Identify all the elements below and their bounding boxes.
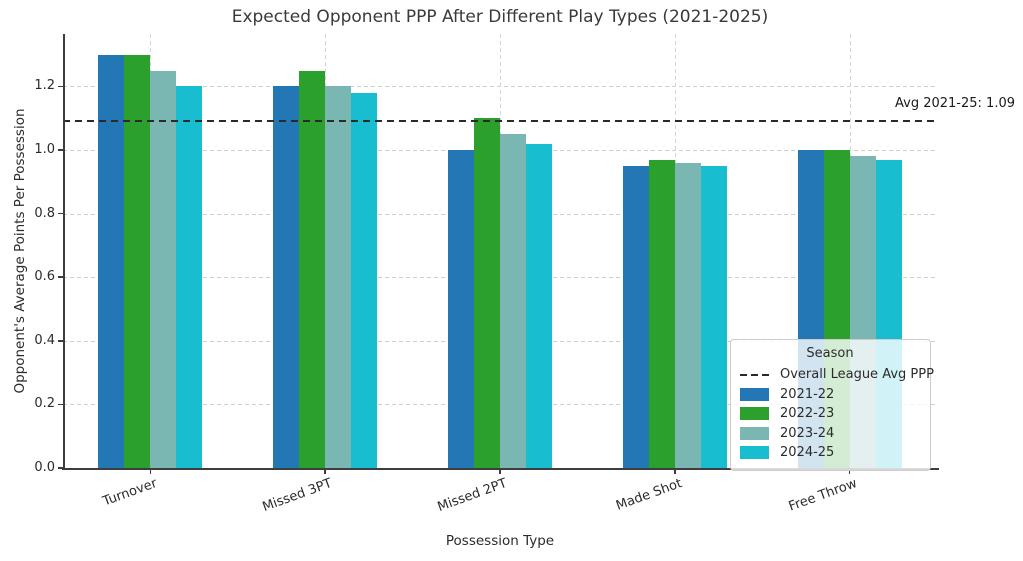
legend-color-swatch (740, 446, 769, 460)
legend-color-swatch (740, 387, 769, 401)
y-axis-label: Opponent's Average Points Per Possession (12, 108, 28, 394)
bar (500, 134, 526, 468)
legend-entry-label: 2022-23 (780, 406, 835, 422)
avg-line-annotation: Avg 2021-25: 1.09 (895, 96, 1015, 111)
x-tick-label: Missed 3PT (260, 476, 335, 515)
legend-series-entries: 2021-22 2022-23 2023-24 2024-25 (740, 385, 920, 463)
bar (124, 54, 151, 468)
league-average-line (63, 120, 937, 123)
x-tick-label: Turnover (101, 476, 160, 510)
legend: Season Overall League Avg PPP 2021-22 202… (730, 339, 934, 471)
legend-entry: 2024-25 (740, 443, 920, 463)
y-tick-mark (58, 467, 63, 469)
legend-entry: 2023-24 (740, 424, 920, 444)
plot-area: 0.0 0.2 0.4 0.6 0.8 1.0 1.2 Turnover Missed 3PT M… (34, 34, 939, 515)
legend-entry-label: 2021-22 (780, 386, 835, 402)
y-axis-spine (63, 34, 65, 470)
bar (150, 70, 177, 468)
bar (98, 54, 125, 468)
y-tick-mark (58, 149, 63, 151)
x-tick-label: Missed 2PT (435, 476, 510, 515)
legend-entry-label: 2023-24 (780, 425, 835, 441)
legend-entry: 2022-23 (740, 404, 920, 424)
y-tick-label: 0.0 (34, 460, 55, 475)
legend-title: Season (806, 346, 854, 361)
bar (448, 150, 474, 468)
x-axis-label: Possession Type (445, 533, 555, 549)
x-tick-label: Made Shot (613, 476, 684, 514)
x-tick-mark (674, 470, 676, 474)
legend-entry: 2021-22 (740, 385, 920, 405)
bar (700, 165, 727, 468)
bar (176, 86, 203, 468)
dashed-line-swatch (740, 373, 769, 376)
chart-title: Expected Opponent PPP After Different Pl… (231, 7, 769, 27)
y-tick-mark (58, 276, 63, 278)
y-tick-label: 0.6 (34, 269, 55, 285)
y-tick-label: 1.0 (34, 142, 55, 158)
x-axis-spine (61, 468, 939, 470)
bar (648, 159, 675, 468)
legend-color-swatch (740, 407, 769, 421)
y-tick-label: 1.2 (34, 78, 55, 94)
bar (299, 70, 326, 468)
bar (273, 86, 300, 468)
x-tick-mark (848, 470, 851, 474)
y-tick-mark (58, 340, 63, 342)
y-tick-label: 0.4 (34, 332, 55, 348)
legend-color-swatch (740, 426, 769, 440)
x-tick-mark (499, 470, 501, 474)
y-tick-label: 0.8 (34, 205, 55, 221)
x-tick-label: Free Throw (786, 476, 859, 515)
y-tick-mark (58, 403, 63, 406)
bar (526, 143, 552, 468)
bar (674, 162, 701, 468)
legend-entry-avg: Overall League Avg PPP (740, 365, 934, 385)
bar (351, 92, 378, 468)
legend-entry-label: Overall League Avg PPP (780, 367, 934, 383)
y-tick-mark (58, 85, 63, 88)
bar (474, 118, 500, 468)
x-tick-mark (324, 470, 326, 474)
legend-entry-label: 2024-25 (780, 445, 835, 461)
x-tick-mark (149, 470, 152, 474)
y-tick-mark (58, 212, 63, 215)
y-tick-label: 0.2 (34, 396, 55, 412)
bar (325, 86, 352, 468)
bar (622, 165, 649, 468)
